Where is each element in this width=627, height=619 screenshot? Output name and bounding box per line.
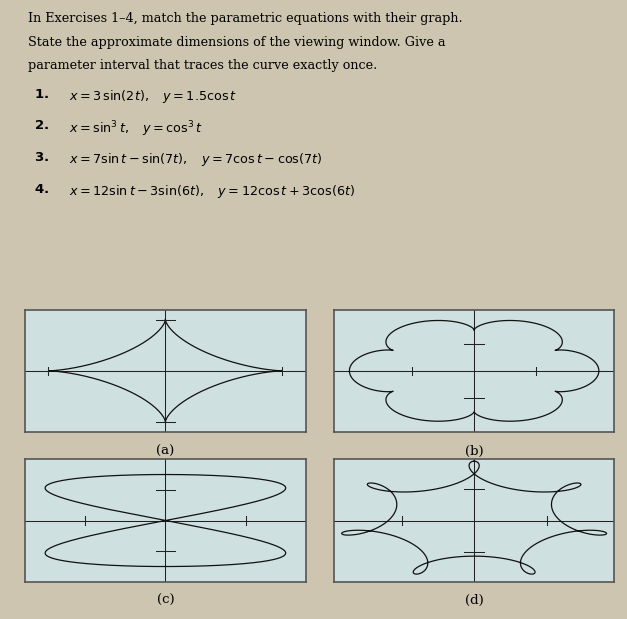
Text: $x = \sin^3 t,$   $y = \cos^3 t$: $x = \sin^3 t,$ $y = \cos^3 t$	[69, 119, 203, 139]
Text: $x = 7\sin t - \sin(7t),$   $y = 7\cos t - \cos(7t)$: $x = 7\sin t - \sin(7t),$ $y = 7\cos t -…	[69, 151, 322, 168]
Text: In Exercises 1–4, match the parametric equations with their graph.: In Exercises 1–4, match the parametric e…	[28, 12, 463, 25]
Text: parameter interval that traces the curve exactly once.: parameter interval that traces the curve…	[28, 59, 377, 72]
Text: $x = 3\,\sin (2t),$   $y = 1.5\cos t$: $x = 3\,\sin (2t),$ $y = 1.5\cos t$	[69, 88, 237, 105]
Text: (d): (d)	[465, 594, 483, 607]
Text: (a): (a)	[156, 444, 174, 457]
Text: $\mathbf{1.}$: $\mathbf{1.}$	[34, 88, 50, 101]
Text: (c): (c)	[157, 594, 174, 607]
Text: $x = 12\sin t - 3\sin(6t),$   $y = 12\cos t + 3\cos(6t)$: $x = 12\sin t - 3\sin(6t),$ $y = 12\cos …	[69, 183, 355, 199]
Text: (b): (b)	[465, 444, 483, 457]
Text: $\mathbf{3.}$: $\mathbf{3.}$	[34, 151, 50, 164]
Text: $\mathbf{2.}$: $\mathbf{2.}$	[34, 119, 50, 132]
Text: State the approximate dimensions of the viewing window. Give a: State the approximate dimensions of the …	[28, 36, 446, 49]
Text: $\mathbf{4.}$: $\mathbf{4.}$	[34, 183, 50, 196]
